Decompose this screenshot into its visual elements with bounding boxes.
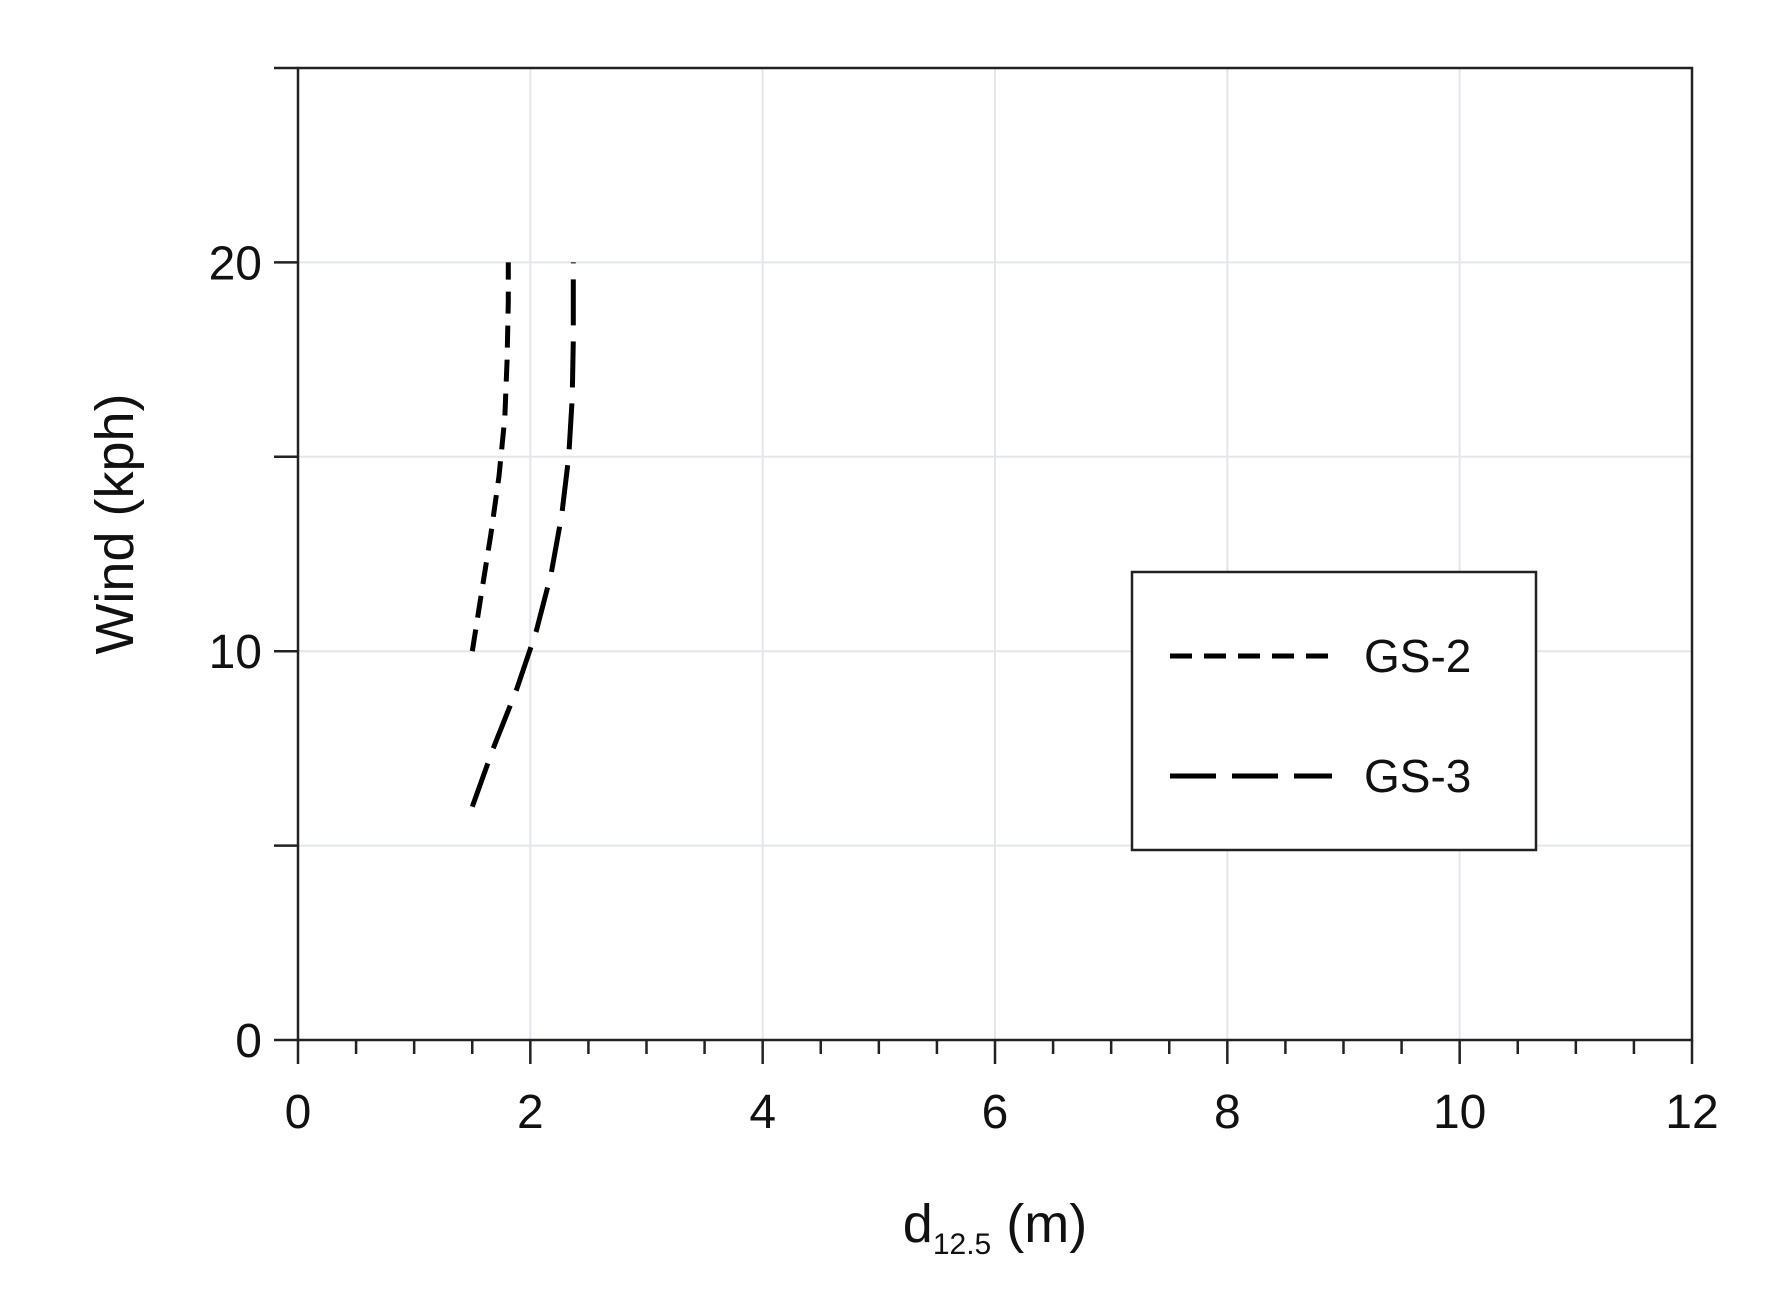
x-tick-label: 6 <box>982 1086 1009 1139</box>
legend-label: GS-3 <box>1364 750 1471 802</box>
y-tick-label: 10 <box>209 626 262 679</box>
grid <box>298 68 1692 1040</box>
x-axis-title-subscript: 12.5 <box>933 1228 991 1261</box>
x-tick-label: 0 <box>285 1086 312 1139</box>
legend: GS-2 GS-3 <box>1130 570 1538 852</box>
x-axis-title-main: d <box>903 1194 933 1254</box>
series-line-1 <box>469 262 511 652</box>
y-tick-label: 20 <box>209 237 262 290</box>
legend-box <box>1130 570 1538 852</box>
x-tick-label: 10 <box>1433 1086 1486 1139</box>
axis-ticks: 0 2 4 6 8 10 12 0 10 20 <box>209 66 1719 1139</box>
series-line-2 <box>469 262 576 808</box>
x-tick-label: 2 <box>517 1086 544 1139</box>
x-tick-label: 4 <box>749 1086 776 1139</box>
x-axis-title-suffix: (m) <box>991 1194 1087 1254</box>
x-axis-title: d12.5 (m) <box>903 1194 1087 1261</box>
x-tick-label: 8 <box>1214 1086 1241 1139</box>
series-lines <box>469 262 576 808</box>
legend-label: GS-2 <box>1364 630 1471 682</box>
x-tick-label: 12 <box>1665 1086 1718 1139</box>
y-tick-label: 0 <box>235 1015 262 1068</box>
y-axis-title: Wind (kph) <box>85 393 145 654</box>
